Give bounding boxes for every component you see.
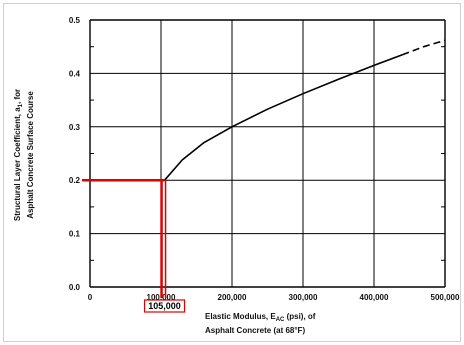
y-tick-label: 0.2	[69, 176, 81, 185]
x-axis-label-main: Elastic Modulus, E	[205, 312, 276, 321]
x-axis-label-line2: Asphalt Concrete (at 68°F)	[205, 326, 305, 335]
y-axis-label-line2: Asphalt Concrete Surface Course	[26, 91, 35, 219]
figure-frame	[3, 3, 461, 342]
y-tick-label: 0.1	[69, 230, 81, 239]
annotation-label: 105,000	[148, 301, 181, 311]
y-axis-label-main: Structural Layer Coefficient, a	[13, 107, 22, 221]
series-layer	[163, 39, 446, 181]
annotation-label-box	[143, 299, 186, 313]
x-axis-label-line1: Elastic Modulus, EAC (psi), of	[205, 312, 316, 323]
x-axis-label-sub: AC	[276, 317, 285, 323]
x-tick-label: 0	[88, 293, 93, 302]
x-tick-label: 300,000	[289, 293, 318, 302]
y-tick-label: 0.4	[69, 69, 81, 78]
y-tick-label: 0.3	[69, 123, 81, 132]
y-axis-label-sub: 1	[18, 103, 24, 107]
y-axis-label-line1: Structural Layer Coefficient, a1, for	[13, 89, 24, 221]
grid-layer	[89, 19, 446, 288]
curve-extrapolated	[402, 39, 446, 56]
y-tick-label: 0.0	[69, 283, 81, 292]
y-tick-label: 0.5	[69, 16, 81, 25]
x-tick-label: 200,000	[218, 293, 247, 302]
x-tick-label: 400,000	[360, 293, 389, 302]
x-tick-label: 500,000	[431, 293, 460, 302]
y-axis-label-tail: , for	[13, 89, 22, 104]
annotation-layer: 105,000	[82, 178, 186, 313]
curve-main	[163, 53, 403, 181]
tick-layer: 0100,000200,000300,000400,000500,0000.00…	[69, 16, 460, 302]
x-axis-label-post: (psi), of	[284, 312, 315, 321]
